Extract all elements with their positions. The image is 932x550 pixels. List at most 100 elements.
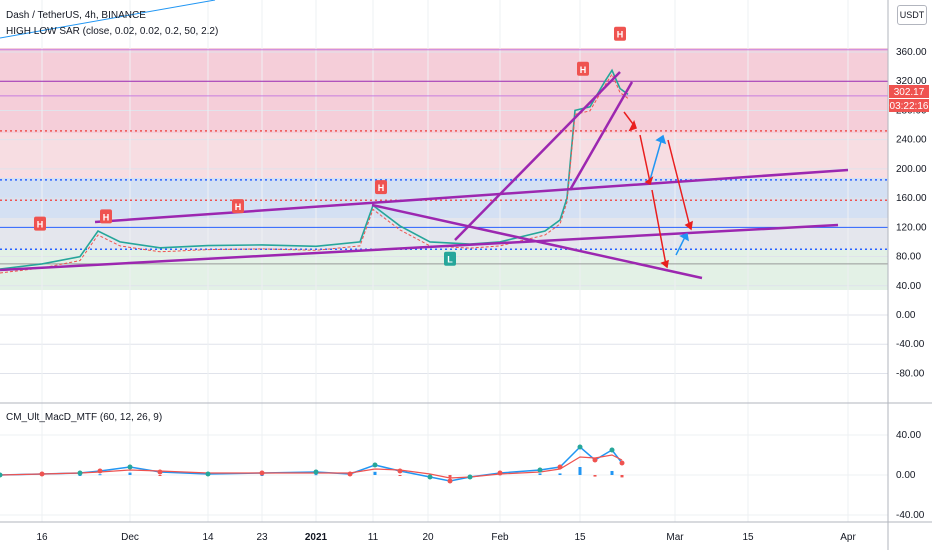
descending-line: [371, 203, 703, 280]
macd-line: [0, 445, 623, 482]
last-price-text: 302.17: [894, 87, 925, 98]
macd-dot: [0, 472, 3, 478]
indicator-legend[interactable]: HIGH LOW SAR (close, 0.02, 0.02, 0.2, 50…: [6, 26, 219, 37]
macd-dot: [347, 471, 353, 477]
histogram-bar: [538, 473, 542, 475]
last-price-badge: [889, 85, 929, 98]
histogram-bar: [578, 467, 582, 475]
rising-wedge-left: [454, 71, 621, 241]
macd-series: [0, 444, 625, 484]
signal-label: H: [378, 183, 385, 193]
signal-label: H: [103, 212, 110, 222]
macd-dot: [205, 471, 211, 477]
histogram-bar: [98, 474, 102, 476]
y-tick-label: 160.00: [896, 193, 927, 204]
histogram-bar: [398, 475, 402, 476]
y-tick-label: -80.00: [896, 368, 925, 379]
countdown-text: 03:22:16: [890, 101, 929, 112]
x-tick-label: 16: [36, 532, 48, 543]
high-signal-marker: H: [375, 180, 387, 195]
histogram-bar: [448, 475, 452, 478]
macd-dot: [372, 462, 378, 468]
red-arrow-3: [667, 139, 691, 228]
macd-dot: [313, 469, 319, 475]
blue-arrow-1: [649, 137, 663, 181]
y-tick-label: 240.00: [896, 135, 927, 146]
top-zone: [0, 48, 888, 133]
signal-label: H: [37, 220, 44, 230]
x-tick-label: 14: [202, 532, 214, 543]
histogram-bar: [610, 471, 614, 475]
macd-dot: [537, 467, 543, 473]
y-tick-label: 120.00: [896, 222, 927, 233]
x-tick-label: Dec: [121, 532, 139, 543]
signal-markers: H H H H H H L: [34, 26, 626, 266]
price-path: [0, 68, 629, 270]
signal-label: L: [447, 255, 453, 265]
lower-mid-zone: [0, 218, 888, 250]
macd-axis: 40.00 0.00 -40.00: [896, 430, 925, 521]
histogram-bar: [373, 471, 377, 475]
macd-dot: [619, 460, 625, 466]
symbol-title: Dash / TetherUS, 4h, BINANCE: [6, 10, 146, 21]
countdown-badge: [889, 99, 929, 112]
y-tick-label: 360.00: [896, 47, 927, 58]
top-trend-line: [0, 0, 216, 39]
high-signal-marker: H: [34, 216, 46, 231]
macd-tick-label: 0.00: [896, 470, 916, 481]
signal-label: H: [617, 30, 624, 40]
signal-line: [0, 454, 623, 479]
red-arrow-2: [639, 134, 651, 183]
histogram-bar: [620, 475, 624, 478]
macd-dot: [447, 478, 453, 484]
currency-button[interactable]: USDT: [897, 5, 927, 25]
y-tick-label: 0.00: [896, 310, 916, 321]
macd-dot: [77, 470, 83, 476]
macd-dot: [427, 474, 433, 480]
upper-mid-zone: [0, 133, 888, 178]
x-tick-label: Apr: [840, 532, 856, 543]
price-series: [0, 68, 629, 274]
y-tick-label: 320.00: [896, 76, 927, 87]
macd-dot: [497, 470, 503, 476]
high-signal-marker: H: [614, 26, 626, 41]
high-signal-marker: H: [100, 209, 112, 224]
trendlines: [0, 71, 849, 280]
macd-dot: [592, 457, 598, 463]
x-tick-label: 15: [742, 532, 754, 543]
macd-dot: [557, 464, 563, 470]
macd-legend[interactable]: CM_Ult_MacD_MTF (60, 12, 26, 9): [6, 412, 163, 423]
histogram-bar: [558, 473, 562, 475]
histogram-bar: [128, 472, 132, 475]
rising-wedge-right: [568, 81, 634, 191]
y-tick-label: -40.00: [896, 339, 925, 350]
x-tick-label: 2021: [305, 532, 328, 543]
support-line: [0, 223, 839, 272]
macd-dot: [397, 468, 403, 474]
histogram-bar: [593, 475, 597, 477]
histogram-bar: [158, 475, 162, 476]
high-signal-marker: H: [232, 199, 244, 214]
x-tick-label: 11: [368, 532, 379, 543]
x-tick-label: 15: [574, 532, 586, 543]
sar-path: [0, 73, 629, 274]
y-tick-label: 40.00: [896, 281, 921, 292]
signal-label: H: [580, 65, 587, 75]
channel-top-line: [94, 168, 849, 224]
macd-dot: [259, 470, 265, 476]
forecast-arrows: [623, 111, 693, 269]
histogram-bar: [314, 474, 318, 476]
macd-tick-label: -40.00: [896, 510, 925, 521]
zones: [0, 48, 888, 290]
x-tick-label: Feb: [491, 532, 509, 543]
signal-label: H: [235, 202, 242, 212]
macd-dot: [127, 464, 133, 470]
low-signal-marker: L: [444, 251, 456, 266]
horizontal-levels: [0, 49, 888, 265]
high-signal-marker: H: [577, 61, 589, 76]
macd-dot: [157, 469, 163, 475]
x-tick-label: 20: [422, 532, 434, 543]
macd-dot: [39, 471, 45, 477]
red-arrow-4: [651, 189, 667, 266]
